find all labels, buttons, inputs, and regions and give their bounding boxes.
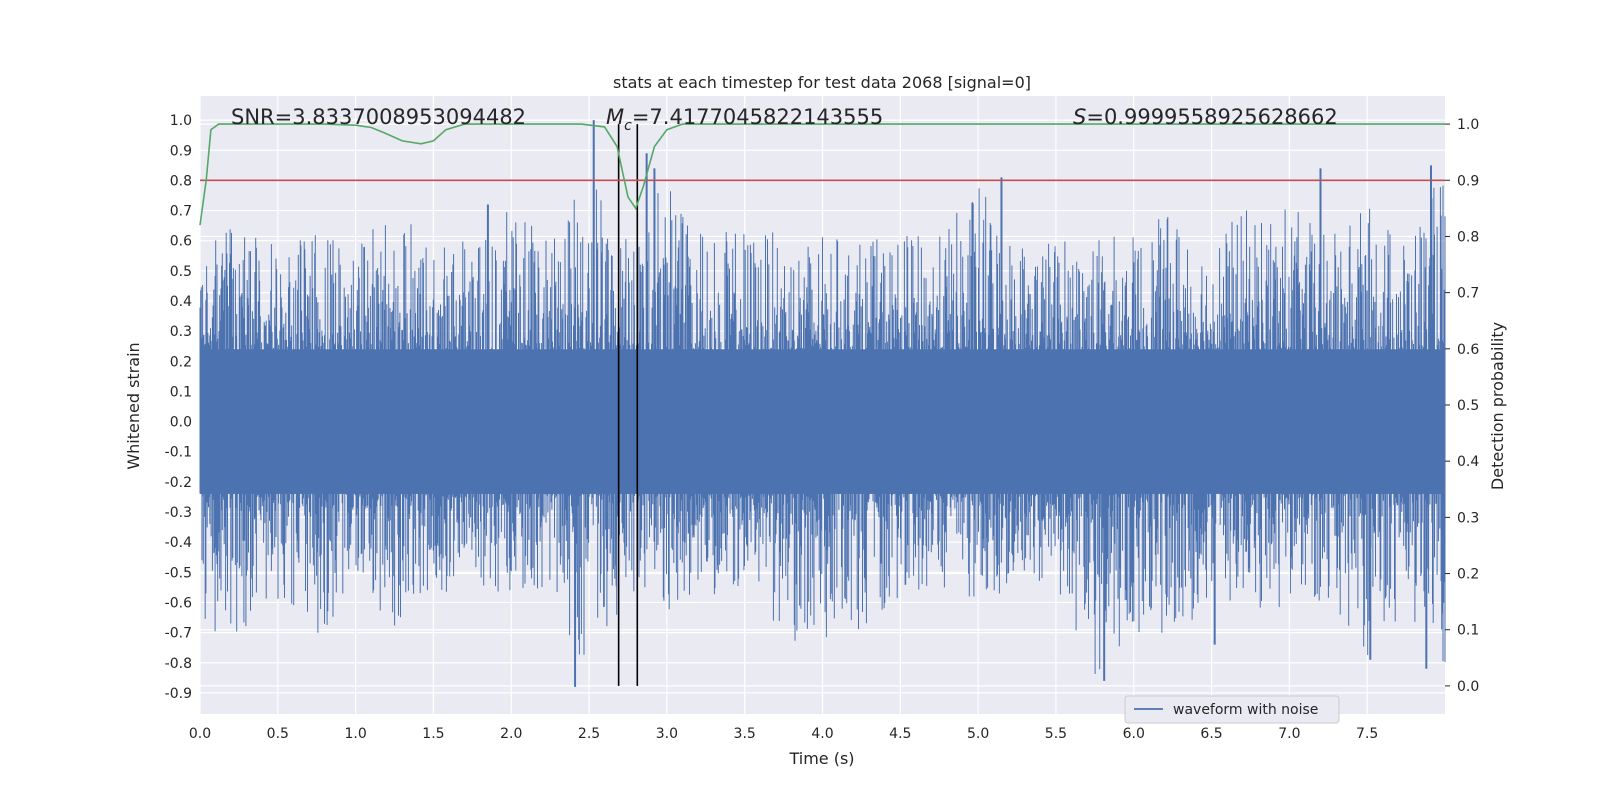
x-tick-label: 0.5 [267,726,289,742]
legend-box [1124,695,1340,724]
chirp-mass-annotation: Mc=7.4177045822143555 [606,105,883,134]
y-tick-label: -0.3 [165,505,192,521]
y-tick-label: -0.6 [165,595,192,611]
x-tick-label: 1.5 [422,726,444,742]
y-tick-label: -0.4 [165,535,192,551]
x-tick-label: 6.5 [1200,726,1222,742]
x-axis-ticks: 0.0 0.5 1.0 1.5 2.0 2.5 3.0 3.5 4.0 4.5 5.0 5.5 6.0 6… [189,726,1378,742]
y-tick-label: 0.9 [170,143,192,159]
y-axis-ticks: 1.0 0.9 0.8 0.7 0.6 0.5 0.4 0.3 0.2 0.1 0.0 -0.1 -0.… [165,113,192,702]
y-tick-label: -0.1 [165,445,192,461]
s-annotation: S=0.9999558925628662 [1073,105,1338,129]
y-tick-label: -0.8 [165,656,192,672]
y-tick-label: 0.3 [170,324,192,340]
y-right-tick-label: 0.1 [1457,623,1479,639]
x-tick-label: 5.5 [1045,726,1067,742]
x-tick-label: 0.0 [189,726,211,742]
detection-probability-line [199,123,1445,226]
y-right-tick-label: 0.5 [1457,398,1479,414]
y-tick-label: 1.0 [170,113,192,129]
legend: waveform with noise [1124,695,1340,724]
y-right-tick-label: 0.9 [1457,173,1479,189]
x-tick-label: 7.0 [1278,726,1300,742]
y-tick-label: -0.9 [165,686,192,702]
y-right-tick-label: 0.0 [1457,679,1479,695]
x-tick-label: 3.5 [734,726,756,742]
y-right-tick-label: 0.2 [1457,567,1479,583]
y-tick-label: -0.2 [165,475,192,491]
x-tick-label: 4.0 [811,726,833,742]
y-right-tick-label: 0.6 [1457,342,1479,358]
x-tick-label: 3.0 [656,726,678,742]
y-tick-label: 0.7 [170,204,192,220]
y-right-tick-label: 1.0 [1457,117,1479,133]
snr-annotation: SNR=3.8337008953094482 [231,105,526,129]
y-tick-label: 0.8 [170,173,192,189]
waveform-with-noise-series [199,120,1446,687]
y-tick-label: 0.6 [170,234,192,250]
chart-title: stats at each timestep for test data 206… [613,73,1031,92]
x-tick-label: 5.0 [967,726,989,742]
y-axis-label: Whitened strain [124,342,143,469]
x-tick-label: 4.5 [889,726,911,742]
probability-lines [199,123,1445,226]
y-axis-right-label: Detection probability [1488,322,1507,490]
y-tick-label: 0.0 [170,415,192,431]
y-tick-label: -0.7 [165,626,192,642]
legend-label: waveform with noise [1173,702,1318,718]
y-right-tick-label: 0.4 [1457,454,1479,470]
vertical-markers [617,124,639,686]
y-tick-label: 0.2 [170,354,192,370]
y-tick-label: -0.5 [165,565,192,581]
x-axis-label: Time (s) [788,749,854,768]
y-axis-right-ticks: 1.0 0.9 0.8 0.7 0.6 0.5 0.4 0.3 0.2 0.1 0.0 [1445,117,1479,695]
x-tick-label: 7.5 [1356,726,1378,742]
y-tick-label: 0.4 [170,294,192,310]
y-right-tick-label: 0.3 [1457,510,1479,526]
y-tick-label: 0.1 [170,384,192,400]
waveform-with-noise-core [200,349,1445,494]
x-tick-label: 2.0 [500,726,522,742]
y-tick-label: 0.5 [170,264,192,280]
y-right-tick-label: 0.8 [1457,229,1479,245]
x-tick-label: 6.0 [1123,726,1145,742]
x-tick-label: 1.0 [344,726,366,742]
y-right-tick-label: 0.7 [1457,286,1479,302]
x-tick-label: 2.5 [578,726,600,742]
